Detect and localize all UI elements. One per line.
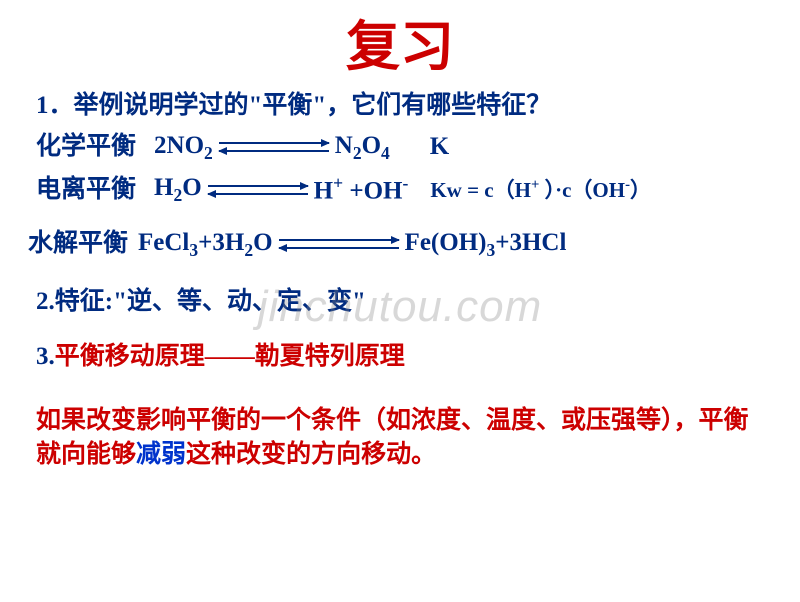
- equilibrium-arrow-icon: [208, 183, 308, 197]
- features-text: "逆、等、动、定、变": [113, 288, 366, 315]
- principle-num: 3.: [36, 343, 55, 370]
- chem-left: 2NO2: [154, 129, 213, 166]
- hydro-eq-row: 水解平衡 FeCl3+3H2O Fe(OH)3+3HCl: [28, 226, 800, 263]
- ion-label: 电离平衡: [36, 173, 136, 207]
- slide: jinchutou.com 复习 1．举例说明学过的"平衡"，它们有哪些特征？ …: [0, 2, 800, 602]
- principle-text: 平衡移动原理——勒夏特列原理: [55, 343, 405, 370]
- ion-eq-row: 电离平衡 H2O H+ +OH- Kw = c（H+ ）·c（OH-）: [36, 171, 800, 208]
- principle-row: 3.平衡移动原理——勒夏特列原理: [36, 340, 800, 374]
- equilibrium-arrow-icon: [219, 140, 329, 154]
- question-1: 1．举例说明学过的"平衡"，它们有哪些特征？: [36, 89, 800, 123]
- change-word: 改变: [236, 441, 286, 468]
- ion-left: H2O: [154, 171, 202, 208]
- page-title: 复习: [0, 2, 800, 81]
- chem-right: N2O4: [335, 129, 390, 166]
- k-constant: K: [430, 130, 449, 164]
- ion-right: H+ +OH-: [314, 172, 409, 208]
- features-label: 2.特征:: [36, 288, 113, 315]
- equilibrium-arrow-icon: [279, 237, 399, 251]
- chem-eq-row: 化学平衡 2NO2 N2O4 K: [36, 129, 800, 166]
- hydro-label: 水解平衡: [28, 227, 128, 261]
- hydro-right: Fe(OH)3+3HCl: [405, 226, 567, 263]
- kw-expression: Kw = c（H+ ）·c（OH-）: [430, 176, 651, 204]
- hydro-left: FeCl3+3H2O: [138, 226, 273, 263]
- conclusion-text: 如果改变影响平衡的一个条件（如浓度、温度、或压强等），平衡就向能够减弱这种改变的…: [36, 404, 770, 472]
- features-row: 2.特征:"逆、等、动、定、变": [36, 285, 800, 319]
- chem-label: 化学平衡: [36, 130, 136, 164]
- weaken-word: 减弱: [136, 441, 186, 468]
